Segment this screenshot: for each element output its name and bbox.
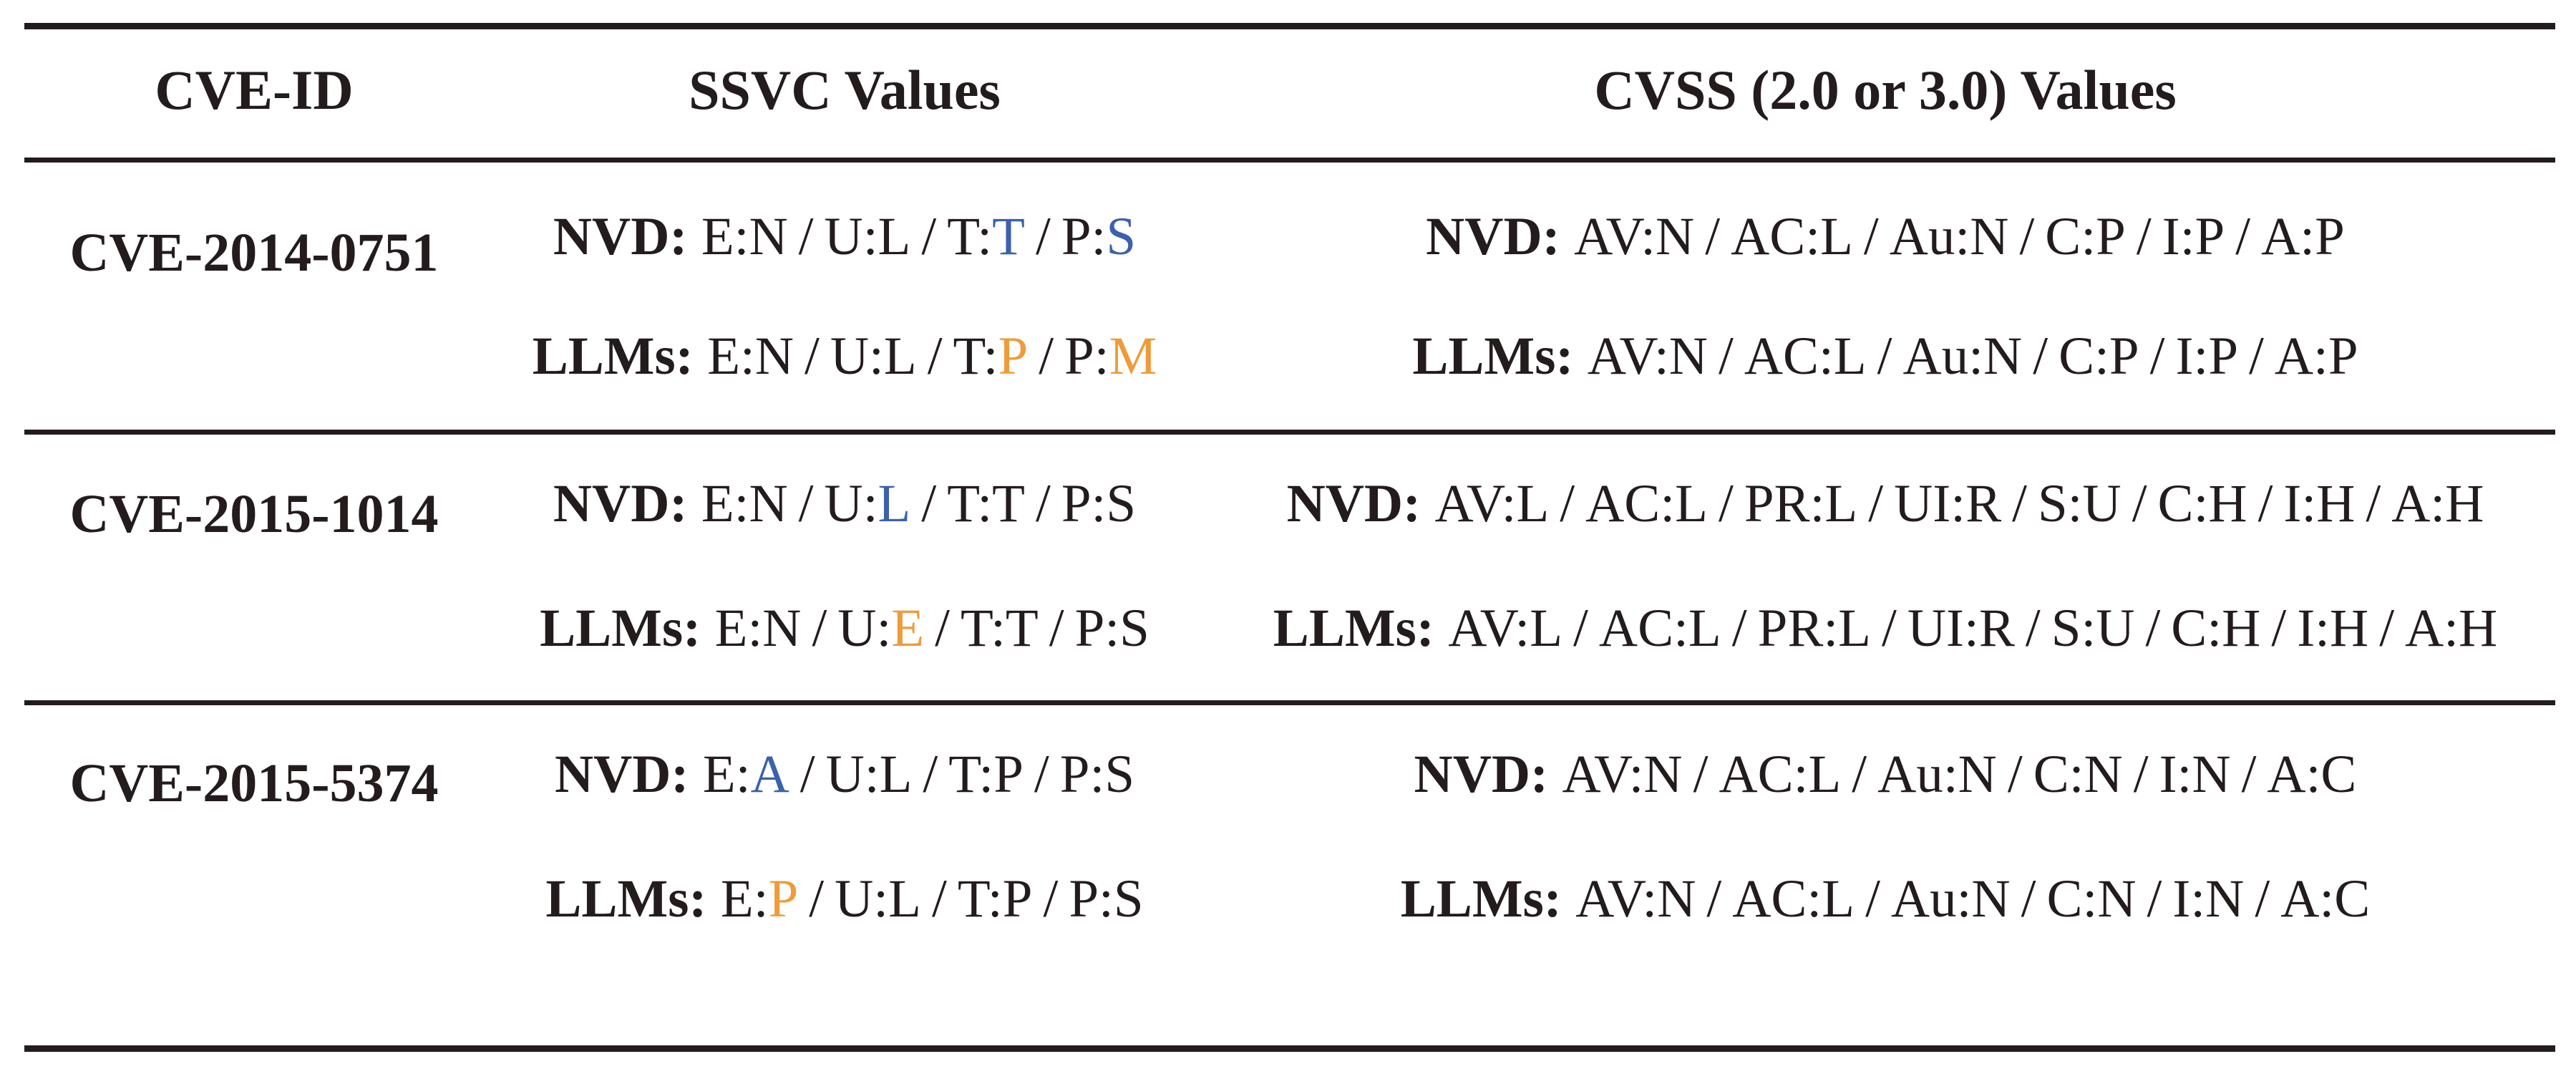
table-rule-bottom [24, 1045, 2555, 1052]
llms-source-label: LLMs: [1273, 599, 1434, 658]
cvss-llms-vector: LLMs: AV:N / AC:L / Au:N / C:P / I:P / A:… [1238, 329, 2532, 383]
cvss-nvd-vector: NVD: AV:N / AC:L / Au:N / C:N / I:N / A:C [1238, 748, 2532, 801]
ssvc-vector-text: E:N / U:E / T:T / P:S [715, 599, 1150, 658]
metric-text: AV:N / AC:L / Au:N / C:N / I:N / A:C [1562, 745, 2357, 804]
ssvc-nvd-vector: NVD: E:A / U:L / T:P / P:S [494, 748, 1195, 801]
ssvc-llms-vector: LLMs: E:N / U:E / T:T / P:S [494, 601, 1195, 655]
metric-text: E: [702, 745, 751, 804]
highlighted-metric-value: P [998, 326, 1029, 386]
metric-text: AV:L / AC:L / PR:L / UI:R / S:U / C:H / … [1448, 599, 2498, 658]
llms-source-label: LLMs: [1400, 869, 1562, 929]
ssvc-llms-vector: LLMs: E:N / U:L / T:P / P:M [494, 329, 1195, 383]
metric-text: / P: [1024, 207, 1107, 266]
metric-text: AV:L / AC:L / PR:L / UI:R / S:U / C:H / … [1434, 474, 2484, 533]
column-header-cve-id: CVE-ID [155, 59, 354, 121]
metric-text: / U:L / T:P / P:S [789, 745, 1135, 804]
column-header-cvss-values: CVSS (2.0 or 3.0) Values [1594, 59, 2177, 121]
metric-text: E:N / U:L / T: [701, 207, 993, 266]
metric-text: / U:L / T:P / P:S [798, 869, 1144, 929]
cvss-vector-text: AV:L / AC:L / PR:L / UI:R / S:U / C:H / … [1448, 599, 2497, 658]
ssvc-nvd-vector: NVD: E:N / U:L / T:T / P:S [494, 477, 1195, 531]
metric-text: / P: [1028, 326, 1109, 386]
highlighted-metric-value: L [878, 474, 911, 533]
nvd-source-label: NVD: [554, 745, 689, 804]
ssvc-vector-text: E:N / U:L / T:T / P:S [701, 474, 1136, 533]
nvd-source-label: NVD: [1286, 474, 1421, 533]
llms-source-label: LLMs: [532, 326, 694, 386]
cve-id-cell: CVE-2014-0751 [69, 223, 439, 283]
cvss-nvd-vector: NVD: AV:L / AC:L / PR:L / UI:R / S:U / C:… [1238, 477, 2532, 531]
metric-text: E:N / U:L / T: [707, 326, 998, 386]
llms-source-label: LLMs: [545, 869, 707, 929]
highlighted-metric-value: S [1106, 207, 1137, 266]
table-rule-row-separator-1 [24, 430, 2555, 435]
cvss-llms-vector: LLMs: AV:N / AC:L / Au:N / C:N / I:N / A:… [1238, 872, 2532, 926]
ssvc-vector-text: E:A / U:L / T:P / P:S [703, 745, 1134, 804]
ssvc-vector-text: E:P / U:L / T:P / P:S [721, 869, 1144, 929]
table-rule-row-separator-2 [24, 700, 2555, 705]
llms-source-label: LLMs: [540, 599, 701, 658]
table-rule-header-separator [24, 158, 2555, 163]
metric-text: / T:T / P:S [910, 474, 1137, 533]
cvss-vector-text: AV:N / AC:L / Au:N / C:P / I:P / A:P [1588, 326, 2358, 386]
ssvc-llms-vector: LLMs: E:P / U:L / T:P / P:S [494, 872, 1195, 926]
highlighted-metric-value: M [1109, 326, 1157, 386]
llms-source-label: LLMs: [1412, 326, 1574, 386]
metric-text: AV:N / AC:L / Au:N / C:N / I:N / A:C [1575, 869, 2371, 929]
nvd-source-label: NVD: [1426, 207, 1560, 266]
metric-text: E: [720, 869, 769, 929]
metric-text: / T:T / P:S [924, 599, 1150, 658]
cve-id-cell: CVE-2015-5374 [69, 753, 439, 813]
cvss-vector-text: AV:N / AC:L / Au:N / C:N / I:N / A:C [1562, 745, 2357, 804]
cvss-vector-text: AV:N / AC:L / Au:N / C:P / I:P / A:P [1574, 207, 2345, 266]
ssvc-vector-text: E:N / U:L / T:T / P:S [701, 207, 1136, 266]
ssvc-nvd-vector: NVD: E:N / U:L / T:T / P:S [494, 210, 1195, 263]
cvss-nvd-vector: NVD: AV:N / AC:L / Au:N / C:P / I:P / A:P [1238, 210, 2532, 263]
table-rule-top [24, 23, 2555, 29]
highlighted-metric-value: E [891, 599, 925, 658]
metric-text: E:N / U: [714, 599, 892, 658]
highlighted-metric-value: T [992, 207, 1025, 266]
nvd-source-label: NVD: [1414, 745, 1548, 804]
ssvc-vector-text: E:N / U:L / T:P / P:M [707, 326, 1157, 386]
column-header-ssvc-values: SSVC Values [689, 59, 1001, 121]
cvss-vector-text: AV:N / AC:L / Au:N / C:N / I:N / A:C [1575, 869, 2370, 929]
metric-text: AV:N / AC:L / Au:N / C:P / I:P / A:P [1587, 326, 2358, 386]
highlighted-metric-value: P [768, 869, 799, 929]
cvss-llms-vector: LLMs: AV:L / AC:L / PR:L / UI:R / S:U / C… [1238, 601, 2532, 655]
nvd-source-label: NVD: [553, 207, 688, 266]
metric-text: AV:N / AC:L / Au:N / C:P / I:P / A:P [1574, 207, 2345, 266]
cve-id-cell: CVE-2015-1014 [69, 484, 439, 544]
cvss-vector-text: AV:L / AC:L / PR:L / UI:R / S:U / C:H / … [1435, 474, 2484, 533]
nvd-source-label: NVD: [553, 474, 688, 533]
metric-text: E:N / U: [701, 474, 878, 533]
highlighted-metric-value: A [750, 745, 789, 804]
